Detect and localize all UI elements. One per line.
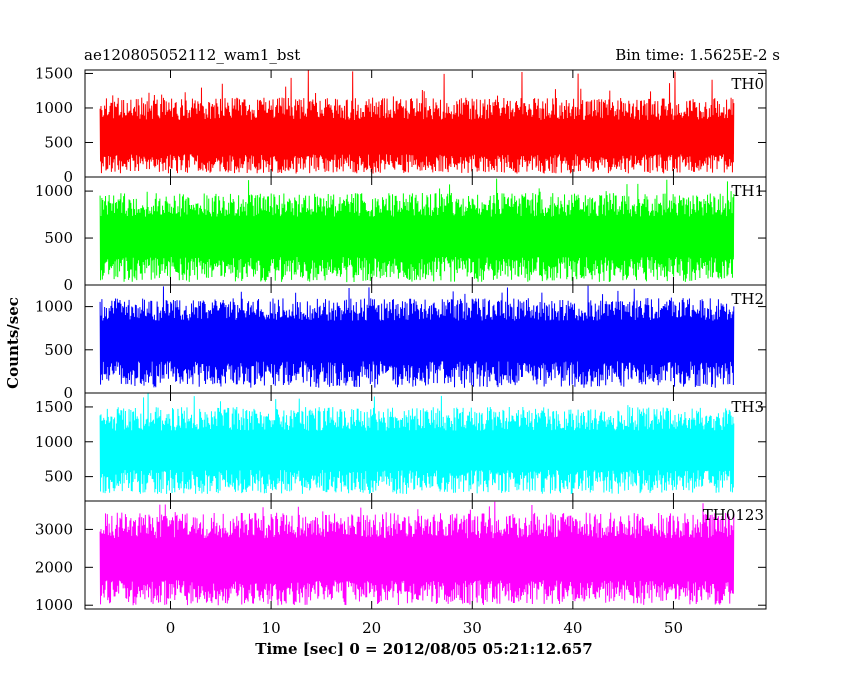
- x-tick-label: 0: [166, 619, 176, 637]
- panel-th3: 500 1000 1500 TH3: [35, 392, 767, 502]
- x-tick-label: 20: [362, 619, 381, 637]
- y-tick-label: 2000: [35, 558, 73, 576]
- y-tick-label: 500: [44, 133, 73, 151]
- y-tick-label: 1000: [35, 433, 73, 451]
- series-band-th0123: [100, 538, 734, 581]
- y-tick-label: 3000: [35, 520, 73, 538]
- panel-th0: 0 500 1000 1500 TH0: [35, 64, 767, 186]
- chart-subtitle: Bin time: 1.5625E-2 s: [615, 46, 780, 64]
- series-band-th2: [100, 320, 734, 362]
- panel-label-th0123: TH0123: [703, 506, 764, 524]
- x-tick-label: 10: [262, 619, 281, 637]
- x-tick-label: 50: [664, 619, 683, 637]
- panel-th2: 0 500 1000 TH2: [35, 284, 767, 402]
- x-axis-label: Time [sec] 0 = 2012/08/05 05:21:12.657: [255, 640, 592, 658]
- y-tick-label: 1000: [35, 298, 73, 316]
- y-tick-label: 1000: [35, 182, 73, 200]
- y-tick-label: 500: [44, 468, 73, 486]
- y-tick-label: 0: [63, 168, 73, 186]
- y-tick-label: 0: [63, 276, 73, 294]
- panel-label-th3: TH3: [731, 398, 764, 416]
- chart-title: ae120805052112_wam1_bst: [84, 46, 300, 64]
- y-tick-label: 1000: [35, 596, 73, 614]
- panel-th0123: 1000 2000 3000 TH0123: [35, 500, 767, 614]
- y-tick-label: 500: [44, 341, 73, 359]
- x-tick-label: 30: [463, 619, 482, 637]
- y-tick-label: 500: [44, 229, 73, 247]
- panel-th1: 0 500 1000 TH1: [35, 176, 767, 294]
- y-tick-label: 0: [63, 384, 73, 402]
- y-tick-label: 1500: [35, 398, 73, 416]
- x-tick-label: 40: [563, 619, 582, 637]
- series-band-th0: [100, 120, 734, 155]
- panel-label-th0: TH0: [731, 75, 764, 93]
- panel-label-th2: TH2: [731, 290, 764, 308]
- y-tick-label: 1500: [35, 64, 73, 82]
- series-band-th3: [100, 430, 734, 470]
- panel-frame: [84, 500, 767, 610]
- series-band-th1: [100, 216, 734, 257]
- panel-label-th1: TH1: [731, 182, 764, 200]
- y-axis-label: Counts/sec: [4, 297, 22, 389]
- y-tick-label: 1000: [35, 99, 73, 117]
